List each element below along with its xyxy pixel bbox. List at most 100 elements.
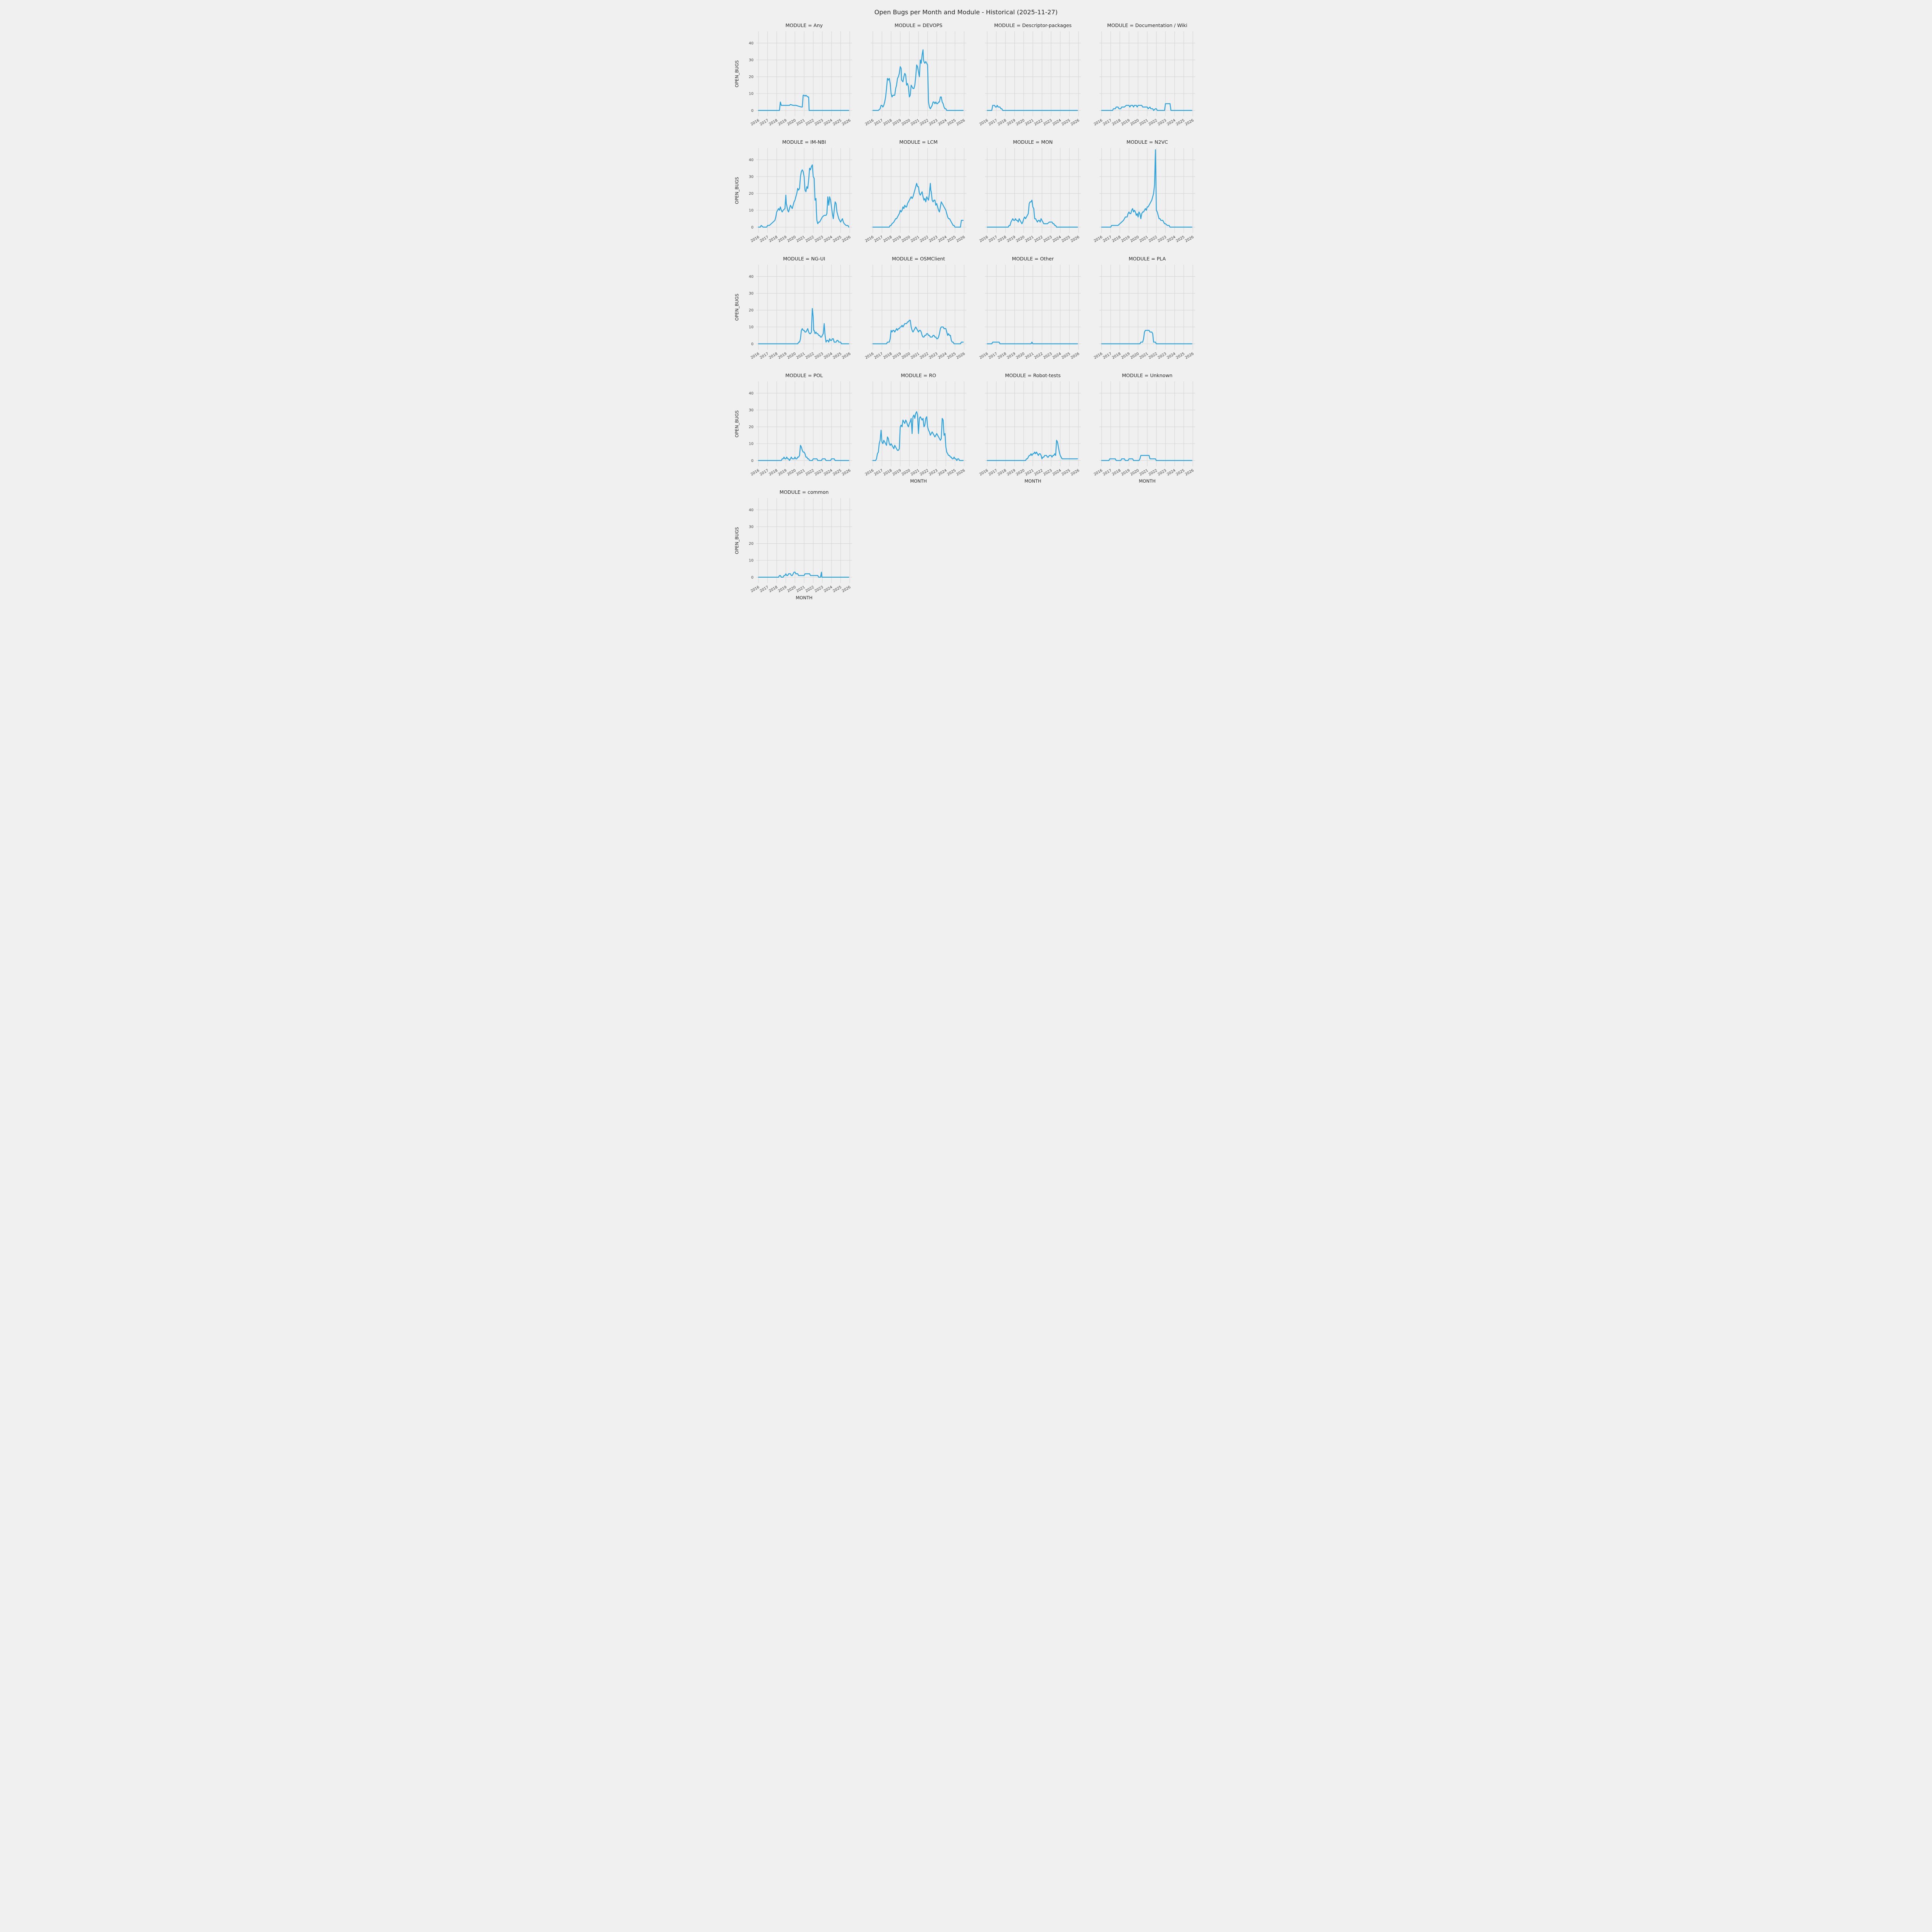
facet-title: MODULE = IM-NBI — [782, 139, 826, 145]
y-axis-label: OPEN_BUGS — [734, 294, 740, 321]
x-tick-label: 2026 — [841, 468, 851, 477]
x-tick-label: 2021 — [1024, 468, 1034, 477]
x-tick-label: 2017 — [988, 352, 998, 360]
x-tick-label: 2024 — [823, 585, 833, 594]
x-tick-label: 2021 — [910, 352, 920, 360]
facet-title: MODULE = DEVOPS — [895, 22, 942, 28]
series-line — [1101, 103, 1192, 111]
facet-n2vc: MODULE = N2VC201620172018201920202021202… — [1093, 139, 1195, 243]
x-tick-label: 2026 — [841, 235, 851, 243]
x-axis-label: MONTH — [796, 595, 812, 600]
x-tick-label: 2021 — [796, 118, 806, 127]
series-line — [758, 308, 849, 345]
x-tick-label: 2019 — [1006, 118, 1016, 127]
x-tick-label: 2017 — [988, 468, 998, 477]
x-tick-label: 2016 — [1093, 235, 1103, 243]
y-tick-label: 40 — [749, 158, 753, 162]
x-tick-label: 2025 — [1061, 468, 1071, 477]
x-tick-label: 2022 — [919, 118, 929, 127]
x-tick-label: 2022 — [1034, 235, 1044, 243]
x-tick-label: 2025 — [947, 468, 957, 477]
x-tick-label: 2026 — [1070, 118, 1080, 127]
y-tick-label: 30 — [749, 408, 753, 413]
x-tick-label: 2016 — [750, 118, 760, 127]
x-tick-label: 2023 — [814, 585, 824, 594]
x-tick-label: 2016 — [979, 468, 989, 477]
y-tick-label: 20 — [749, 75, 753, 79]
series-line — [758, 445, 849, 461]
x-tick-label: 2020 — [901, 118, 911, 127]
x-tick-label: 2019 — [1006, 235, 1016, 243]
x-tick-label: 2017 — [874, 468, 884, 477]
y-axis-label: OPEN_BUGS — [734, 410, 740, 437]
y-tick-label: 10 — [749, 325, 753, 330]
facet-ro: MODULE = RO20162017201820192020202120222… — [864, 372, 966, 484]
x-tick-label: 2023 — [814, 235, 824, 243]
x-tick-label: 2021 — [1139, 468, 1149, 477]
facet-any: MODULE = Any 2016201720182019202020212022… — [734, 22, 852, 127]
y-tick-label: 10 — [749, 559, 753, 563]
x-tick-label: 2016 — [750, 235, 760, 243]
x-tick-label: 2026 — [1184, 352, 1194, 360]
x-tick-label: 2018 — [1111, 118, 1121, 127]
y-tick-label: 20 — [749, 308, 753, 313]
x-tick-label: 2018 — [768, 585, 778, 594]
x-tick-label: 2017 — [988, 118, 998, 127]
x-tick-label: 2022 — [1148, 352, 1158, 360]
facet-title: MODULE = Robot-tests — [1005, 372, 1061, 378]
x-tick-label: 2017 — [1102, 235, 1112, 243]
y-tick-label: 0 — [751, 225, 753, 230]
x-tick-label: 2019 — [892, 468, 902, 477]
x-tick-label: 2017 — [759, 468, 769, 477]
x-tick-label: 2025 — [947, 118, 957, 127]
x-tick-label: 2022 — [1148, 118, 1158, 127]
facet-im-nbi: MODULE = IM-NBI2016201720182019202020212… — [734, 139, 852, 243]
x-tick-label: 2016 — [864, 235, 874, 243]
x-tick-label: 2024 — [937, 468, 947, 477]
y-axis-label: OPEN_BUGS — [734, 527, 740, 554]
x-tick-label: 2024 — [1166, 118, 1176, 127]
x-tick-label: 2021 — [910, 235, 920, 243]
x-tick-label: 2018 — [768, 468, 778, 477]
x-tick-label: 2019 — [1121, 235, 1131, 243]
x-tick-label: 2018 — [768, 352, 778, 360]
x-tick-label: 2026 — [1070, 352, 1080, 360]
x-tick-label: 2017 — [1102, 352, 1112, 360]
series-line — [986, 440, 1078, 461]
x-tick-label: 2024 — [1166, 468, 1176, 477]
x-tick-label: 2026 — [1184, 118, 1194, 127]
x-axis-label: MONTH — [1024, 478, 1041, 484]
x-tick-label: 2023 — [1157, 235, 1167, 243]
x-tick-label: 2020 — [1015, 235, 1025, 243]
series-line — [986, 199, 1078, 228]
x-tick-label: 2022 — [805, 585, 815, 594]
x-tick-label: 2022 — [1034, 352, 1044, 360]
x-tick-label: 2025 — [947, 352, 957, 360]
x-tick-label: 2023 — [814, 352, 824, 360]
series-line — [758, 164, 849, 228]
x-tick-label: 2018 — [1111, 468, 1121, 477]
x-tick-label: 2017 — [874, 118, 884, 127]
y-tick-label: 40 — [749, 508, 753, 512]
x-tick-label: 2022 — [805, 235, 815, 243]
x-tick-label: 2024 — [937, 352, 947, 360]
x-tick-label: 2021 — [796, 585, 806, 594]
x-tick-label: 2024 — [1166, 352, 1176, 360]
x-tick-label: 2020 — [1015, 468, 1025, 477]
facet-documentation-wiki: MODULE = Documentation / Wiki20162017201… — [1093, 22, 1195, 127]
y-tick-label: 0 — [751, 459, 753, 463]
x-tick-label: 2016 — [864, 468, 874, 477]
x-tick-label: 2018 — [997, 352, 1007, 360]
x-tick-label: 2017 — [874, 235, 884, 243]
series-line — [1101, 455, 1192, 461]
facet-lcm: MODULE = LCM 2016201720182019202020212022… — [864, 139, 966, 243]
x-tick-label: 2025 — [832, 118, 842, 127]
x-tick-label: 2017 — [874, 352, 884, 360]
x-tick-label: 2022 — [1148, 235, 1158, 243]
x-tick-label: 2021 — [796, 352, 806, 360]
x-tick-label: 2017 — [1102, 118, 1112, 127]
x-tick-label: 2026 — [956, 118, 966, 127]
facet-title: MODULE = N2VC — [1126, 139, 1168, 145]
y-tick-label: 30 — [749, 175, 753, 179]
x-tick-label: 2016 — [979, 352, 989, 360]
